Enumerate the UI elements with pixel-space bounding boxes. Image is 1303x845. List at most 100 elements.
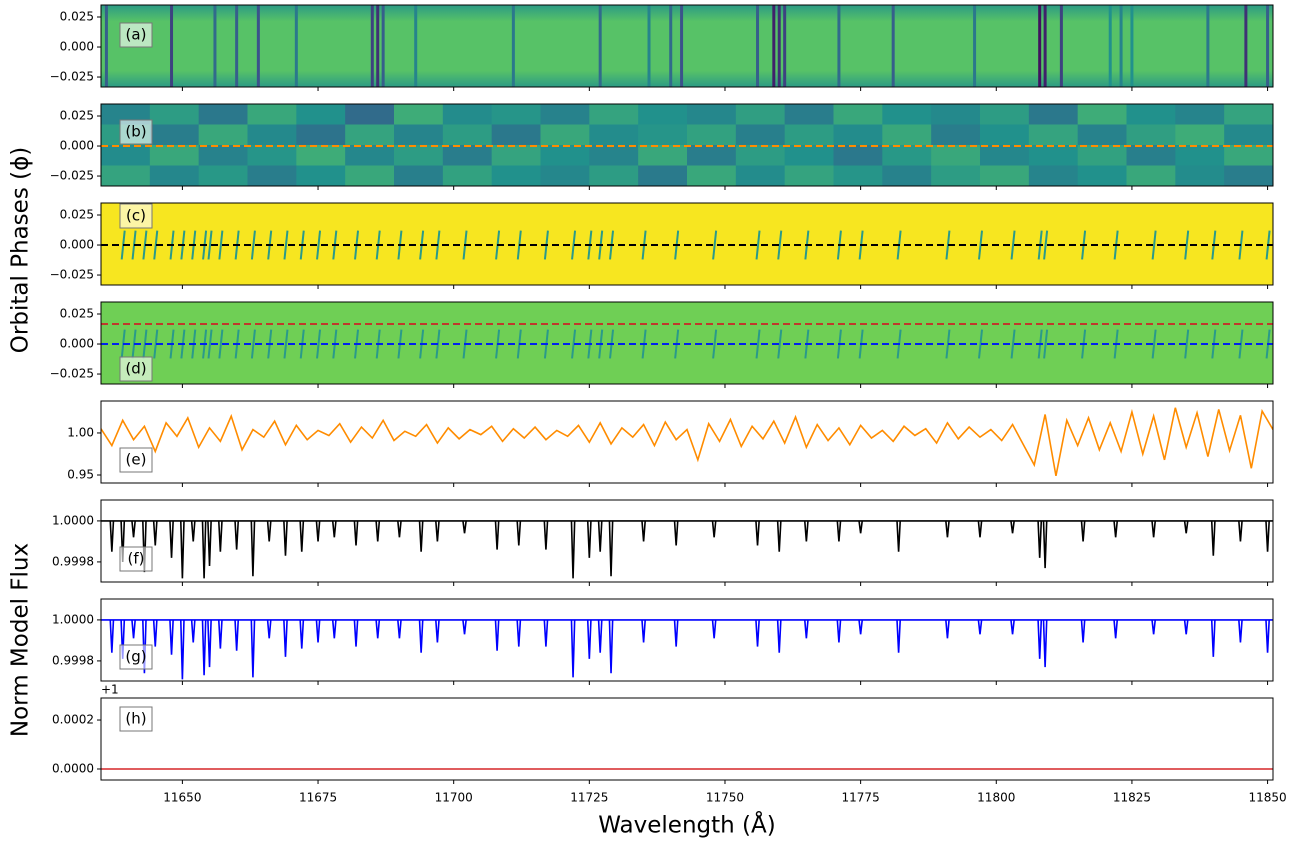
panel-label: (g)	[125, 648, 146, 666]
heatmap-line	[1119, 5, 1123, 87]
panel-label-box	[119, 203, 153, 229]
absorption-line	[1037, 619, 1043, 659]
absorption-line	[1010, 619, 1015, 635]
heatmap-cell	[442, 124, 493, 146]
absorption-line	[397, 619, 402, 639]
line-segment	[1184, 230, 1190, 260]
absorption-line	[353, 520, 359, 546]
heatmap-cell	[345, 104, 395, 125]
absorption-line	[1037, 520, 1043, 558]
absorption-line	[586, 619, 592, 659]
heatmap-cell	[1077, 124, 1127, 146]
heatmap-cell	[882, 104, 932, 125]
absorption-line	[608, 619, 614, 674]
y-tick-label: 0.025	[60, 307, 94, 321]
heatmap-line	[598, 5, 602, 87]
heatmap-cell	[345, 124, 395, 146]
panel-label: (f)	[128, 550, 145, 568]
data-line	[101, 407, 1273, 477]
heatmap-cell	[980, 145, 1030, 166]
y-tick-label: 0.95	[67, 468, 94, 482]
absorption-line	[1183, 619, 1189, 635]
line-segment	[978, 230, 983, 260]
line-segment	[712, 329, 718, 359]
axes-frame	[100, 103, 1274, 187]
heatmap-line	[294, 5, 298, 87]
heatmap-line	[235, 5, 239, 87]
line-segment	[250, 230, 256, 260]
absorption-line	[217, 520, 223, 552]
heatmap-cell	[980, 104, 1030, 125]
absorption-line	[711, 619, 717, 639]
panel-label: (h)	[125, 710, 146, 728]
heatmap-line	[170, 5, 174, 87]
absorption-line	[945, 520, 950, 538]
x-tick-label: 11725	[570, 791, 608, 805]
absorption-line	[418, 520, 424, 552]
heatmap-cell	[784, 124, 834, 146]
heatmap-cell	[833, 165, 883, 186]
absorption-line	[283, 619, 288, 657]
heatmap-cell	[1126, 165, 1176, 186]
heatmap-cell	[198, 124, 248, 146]
line-segment	[1010, 329, 1016, 359]
heatmap-cell	[931, 165, 981, 186]
absorption-line	[179, 619, 185, 680]
heatmap-cell	[1224, 145, 1273, 166]
line-segment	[1043, 230, 1049, 260]
heatmap-cell	[589, 104, 639, 125]
absorption-line	[570, 520, 576, 579]
absorption-line	[142, 520, 147, 573]
heatmap-cell	[198, 104, 248, 125]
panel-label-box	[119, 644, 153, 670]
absorption-line	[331, 520, 337, 538]
heatmap-line	[376, 5, 380, 87]
heatmap-line	[1266, 5, 1270, 87]
line-segment	[945, 329, 951, 359]
absorption-line	[776, 619, 782, 653]
heatmap-cell	[198, 165, 248, 186]
heatmap-cell	[784, 104, 834, 125]
absorption-line	[131, 619, 136, 639]
heatmap-cell	[491, 104, 541, 125]
y-tick-label: 0.000	[60, 238, 94, 252]
absorption-line	[494, 520, 500, 550]
heatmap-cell	[394, 104, 444, 125]
absorption-line	[250, 520, 256, 577]
heatmap-line	[213, 5, 217, 87]
line-segment	[218, 230, 224, 260]
absorption-line	[896, 520, 902, 552]
y-axis-label: Norm Model Flux	[8, 543, 34, 737]
absorption-line	[207, 619, 212, 668]
x-tick-label: 11800	[977, 791, 1015, 805]
absorption-line	[608, 520, 614, 577]
absorption-line	[1042, 520, 1048, 569]
heatmap-line	[973, 5, 977, 87]
heatmap-cell	[442, 104, 493, 125]
absorption-line	[1151, 520, 1157, 538]
absorption-line	[836, 520, 842, 542]
heatmap-cell	[931, 124, 981, 146]
absorption-line	[945, 619, 950, 639]
absorption-line	[462, 619, 467, 635]
heatmap-cell	[1028, 165, 1079, 186]
heatmap-cell	[247, 145, 297, 166]
absorption-line	[803, 619, 809, 639]
absorption-line	[266, 520, 272, 542]
edge-shade	[101, 5, 1273, 87]
panel-background	[101, 302, 1273, 384]
heatmap-cell	[735, 124, 786, 146]
line-segment	[712, 230, 718, 260]
heatmap-cell	[589, 165, 639, 186]
line-segment	[945, 230, 951, 260]
heatmap-cell	[296, 165, 346, 186]
absorption-line	[299, 619, 305, 649]
line-segment	[777, 329, 783, 359]
heatmap-cell	[345, 165, 395, 186]
line-segment	[316, 230, 322, 260]
absorption-line	[494, 619, 500, 651]
y-tick-label: 0.025	[60, 109, 94, 123]
heatmap-line	[669, 5, 673, 87]
heatmap-cell	[198, 145, 248, 166]
line-segment	[571, 230, 577, 260]
